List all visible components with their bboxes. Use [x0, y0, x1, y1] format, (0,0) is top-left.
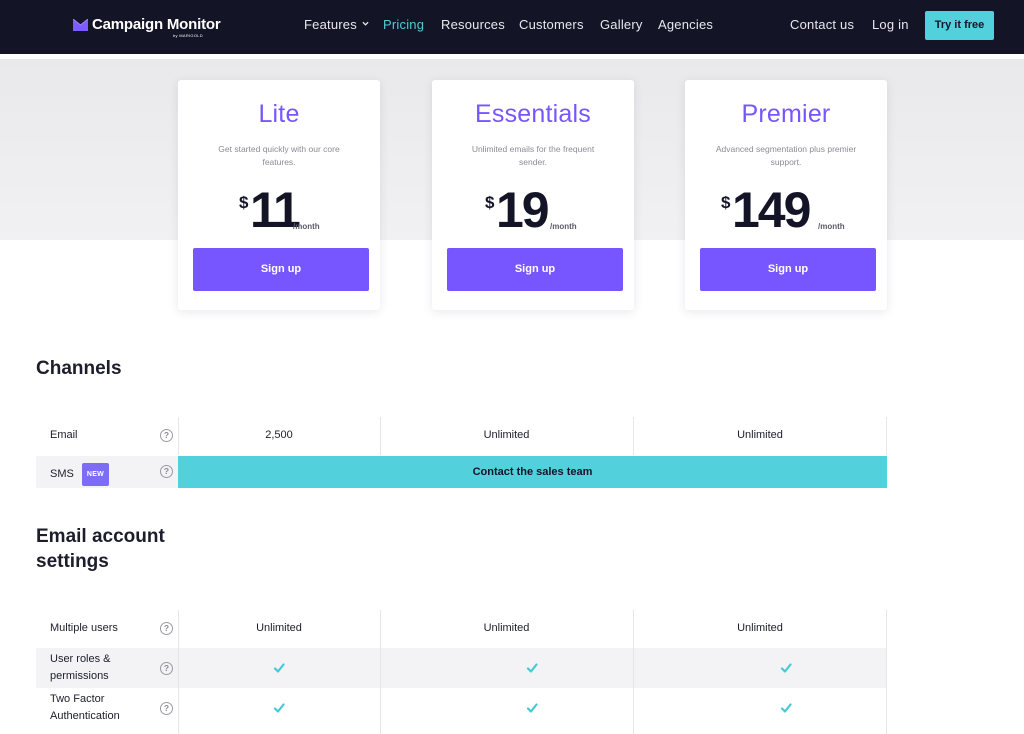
- plan-description: Unlimited emails for the frequent sender…: [471, 144, 595, 167]
- chevron-down-icon: [362, 21, 369, 26]
- envelope-logo-icon: [73, 19, 88, 31]
- sign-up-button-premier[interactable]: Sign up: [700, 248, 876, 291]
- cell-essentials: Unlimited: [483, 429, 530, 441]
- row-label: User roles & permissions: [50, 653, 111, 682]
- price-amount: 149: [732, 182, 811, 238]
- plan-description: Advanced segmentation plus premier suppo…: [715, 144, 857, 167]
- column-divider: [633, 417, 634, 455]
- nav-link-agencies[interactable]: Agencies: [658, 17, 714, 32]
- row-label: Multiple users: [50, 622, 118, 634]
- plan-name: Lite: [258, 100, 300, 128]
- sign-up-button-essentials[interactable]: Sign up: [447, 248, 623, 291]
- row-label: SMS NEW: [50, 463, 110, 486]
- checkmark-icon: [780, 703, 792, 713]
- nav-link-resources[interactable]: Resources: [441, 17, 505, 32]
- sign-up-button-lite[interactable]: Sign up: [193, 248, 369, 291]
- row-label: Two Factor Authentication: [50, 693, 120, 722]
- plan-card-lite: Lite Get started quickly with our core f…: [178, 80, 380, 310]
- column-divider: [633, 610, 634, 734]
- cell-lite: 2,500: [265, 429, 293, 441]
- channels-heading: Channels: [36, 358, 122, 379]
- cell-premier: Unlimited: [737, 429, 783, 441]
- currency-symbol: $: [721, 193, 731, 212]
- table-row: Two Factor Authentication ?: [36, 688, 887, 728]
- row-label: Email: [50, 429, 78, 441]
- table-row-email: Email ? 2,500 Unlimited Unlimited: [36, 417, 887, 455]
- column-divider: [178, 417, 179, 455]
- help-icon[interactable]: ?: [160, 429, 173, 442]
- checkmark-icon: [273, 703, 285, 713]
- price-amount: 11: [250, 182, 301, 238]
- checkmark-icon: [780, 663, 792, 673]
- price-period: /month: [818, 222, 845, 231]
- column-divider: [380, 610, 381, 734]
- column-divider: [178, 610, 179, 734]
- currency-symbol: $: [485, 193, 495, 212]
- help-icon[interactable]: ?: [160, 622, 173, 635]
- table-row: User roles & permissions ?: [36, 648, 887, 688]
- try-it-free-button[interactable]: Try it free: [925, 11, 994, 40]
- plan-card-essentials: Essentials Unlimited emails for the freq…: [432, 80, 634, 310]
- cell-premier: Unlimited: [737, 622, 783, 634]
- nav-link-pricing[interactable]: Pricing: [383, 17, 425, 32]
- price-period: /month: [293, 222, 320, 231]
- column-divider: [886, 417, 887, 455]
- brand-tagline: by MARIGOLD: [173, 33, 203, 38]
- login-link[interactable]: Log in: [872, 17, 909, 32]
- contact-sales-banner[interactable]: Contact the sales team: [178, 456, 887, 488]
- nav-divider: [0, 54, 1024, 59]
- nav-link-gallery[interactable]: Gallery: [600, 17, 643, 32]
- cell-lite: Unlimited: [256, 622, 302, 634]
- table-row: Multiple users ? Unlimited Unlimited Unl…: [36, 610, 887, 648]
- contact-us-link[interactable]: Contact us: [790, 17, 855, 32]
- price-amount: 19: [496, 182, 550, 238]
- checkmark-icon: [273, 663, 285, 673]
- cell-essentials: Unlimited: [483, 622, 530, 634]
- checkmark-icon: [526, 703, 538, 713]
- brand-name: Campaign Monitor: [92, 16, 221, 33]
- help-icon[interactable]: ?: [160, 465, 173, 478]
- currency-symbol: $: [239, 193, 249, 212]
- plan-name: Essentials: [475, 100, 591, 128]
- column-divider: [886, 610, 887, 734]
- plan-name: Premier: [741, 100, 831, 128]
- email-account-settings-heading: Email account settings: [36, 526, 165, 572]
- help-icon[interactable]: ?: [160, 702, 173, 715]
- plan-description: Get started quickly with our core featur…: [218, 144, 340, 167]
- checkmark-icon: [526, 663, 538, 673]
- plan-card-premier: Premier Advanced segmentation plus premi…: [685, 80, 887, 310]
- price-period: /month: [550, 222, 577, 231]
- nav-link-features[interactable]: Features: [304, 17, 369, 32]
- help-icon[interactable]: ?: [160, 662, 173, 675]
- top-navigation-bar: Campaign Monitor by MARIGOLD Features Pr…: [0, 0, 1024, 54]
- nav-link-customers[interactable]: Customers: [519, 17, 584, 32]
- new-badge: NEW: [81, 463, 110, 486]
- column-divider: [380, 417, 381, 455]
